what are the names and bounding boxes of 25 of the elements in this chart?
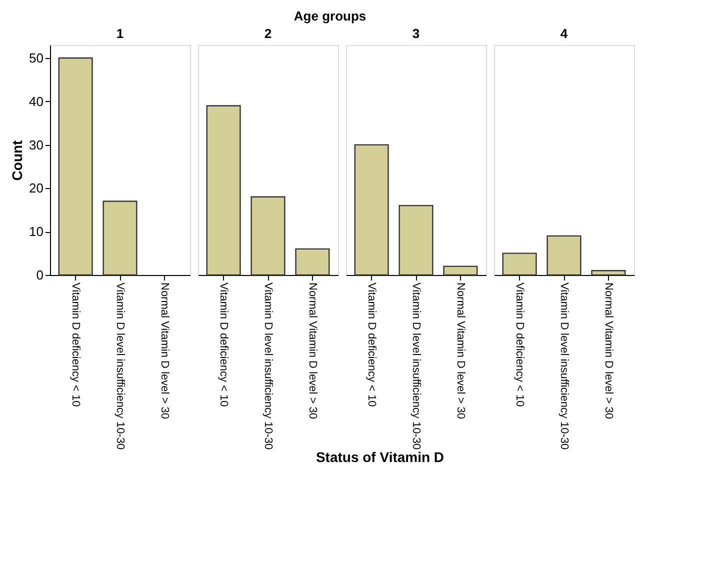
text: Age groups <box>294 8 366 24</box>
x-tick-label: Vitamin D deficiency < 10 <box>514 282 526 407</box>
x-tick-label: Normal Vitamin D level > 30 <box>158 282 170 419</box>
y-axis-title: Count <box>9 140 26 181</box>
text: Status of Vitamin D <box>316 449 444 465</box>
x-tick-label: Vitamin D deficiency < 10 <box>218 282 230 407</box>
chart-title: 1 <box>116 26 124 41</box>
y-tick-label: 20 <box>29 180 44 196</box>
x-tick-label: Vitamin D level insufficiency 10-30 <box>410 282 422 450</box>
chart-title: 3 <box>412 26 420 41</box>
x-tick-label: Vitamin D level insufficiency 10-30 <box>558 282 570 450</box>
y-tick-label: 30 <box>29 137 44 152</box>
y-tick-label: 10 <box>29 224 44 240</box>
chart-title: 4 <box>560 26 568 41</box>
y-tick-label: 40 <box>29 94 44 109</box>
y-tick-label: 0 <box>36 268 44 282</box>
x-tick-label: Normal Vitamin D level > 30 <box>306 282 318 419</box>
chart-title: 2 <box>264 26 272 41</box>
x-tick-label: Vitamin D level insufficiency 10-30 <box>262 282 274 450</box>
x-tick-label: Vitamin D level insufficiency 10-30 <box>114 282 126 450</box>
x-tick-label: Normal Vitamin D level > 30 <box>602 282 614 419</box>
y-tick-label: 50 <box>29 50 44 66</box>
x-tick-label: Vitamin D deficiency < 10 <box>70 282 82 407</box>
x-tick-label: Normal Vitamin D level > 30 <box>454 282 466 419</box>
x-tick-label: Vitamin D deficiency < 10 <box>366 282 378 407</box>
